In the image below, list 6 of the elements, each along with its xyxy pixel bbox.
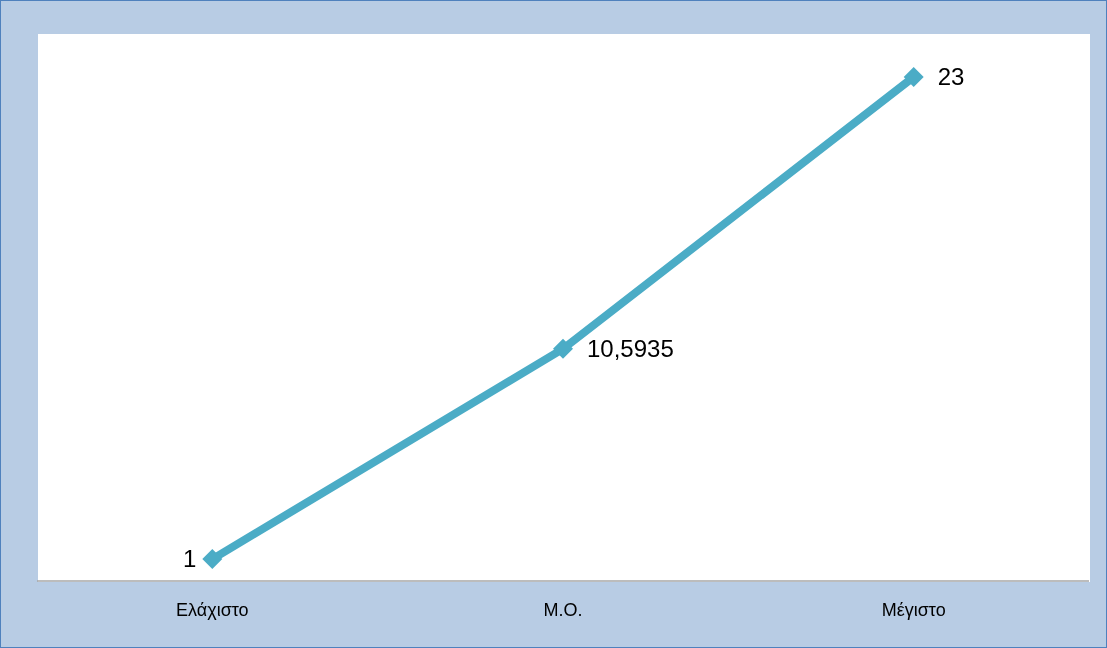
x-tick-label: Μ.Ο.: [543, 599, 583, 620]
data-label: 10,5935: [587, 334, 674, 362]
x-tick-label: Ελάχιστο: [176, 599, 249, 620]
x-tick-label: Μέγιστο: [881, 599, 946, 620]
data-label: 23: [937, 63, 965, 90]
data-label: 1: [182, 545, 197, 573]
